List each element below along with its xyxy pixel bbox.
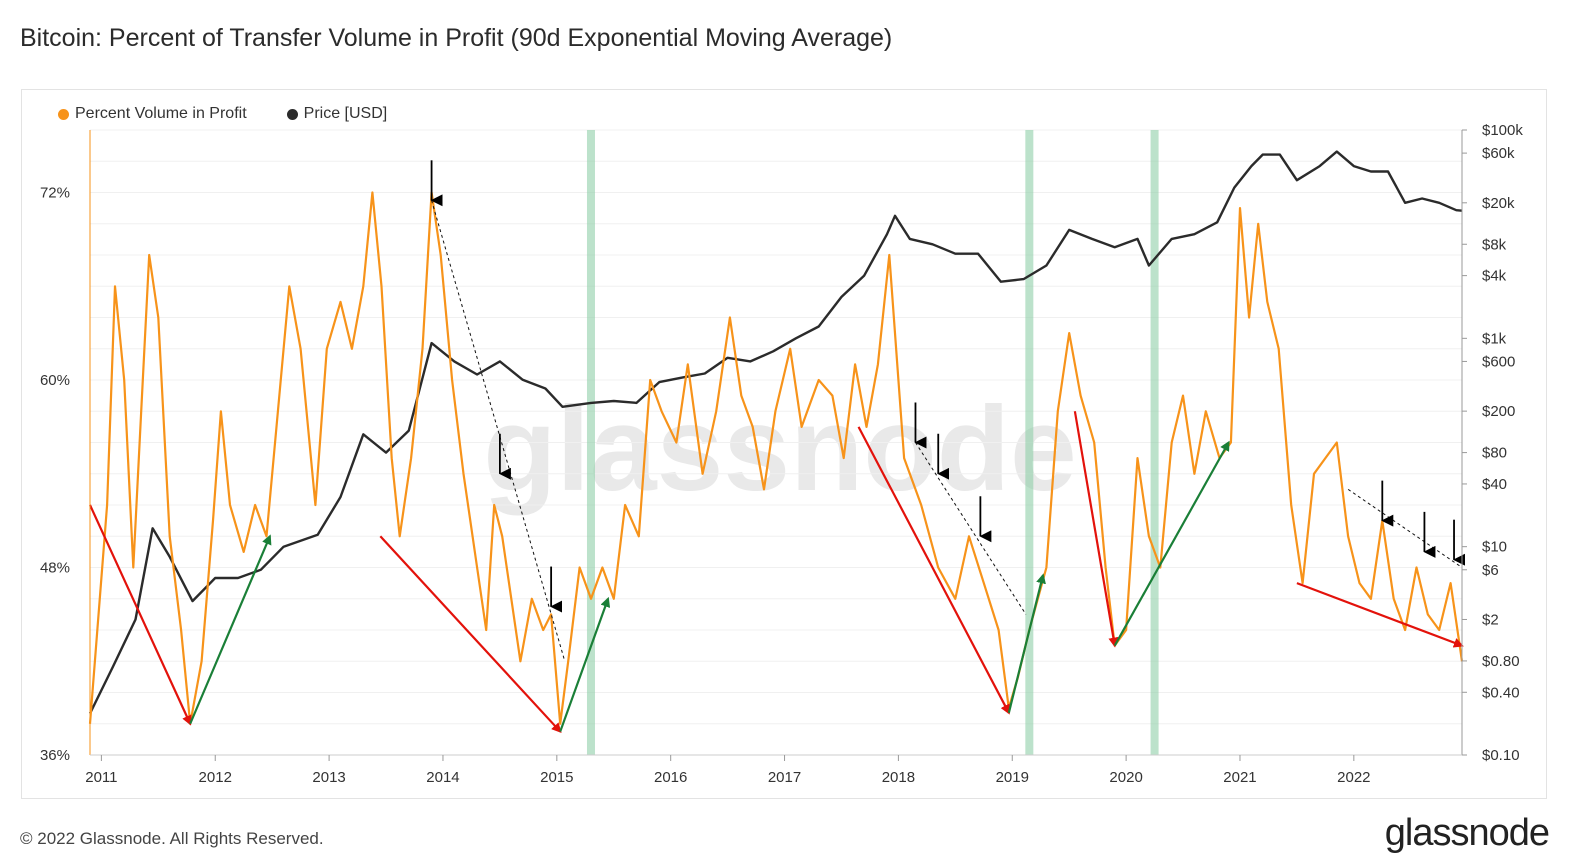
dashed-trendline	[1347, 488, 1463, 568]
x-tick-label: 2013	[312, 769, 345, 786]
red-arrow	[1073, 411, 1119, 648]
watermark: glassnode	[483, 382, 1077, 516]
copyright: © 2022 Glassnode. All Rights Reserved.	[20, 829, 324, 848]
x-tick-label: 2020	[1109, 769, 1142, 786]
left-tick-label: 60%	[40, 372, 70, 389]
right-tick-label: $600	[1482, 353, 1515, 370]
highlight-band	[586, 130, 595, 755]
x-tick-label: 2021	[1223, 769, 1256, 786]
left-tick-label: 72%	[40, 185, 70, 202]
right-tick-label: $20k	[1482, 195, 1515, 212]
green-arrow	[1113, 440, 1230, 647]
red-arrow	[88, 504, 192, 726]
right-tick-label: $10	[1482, 539, 1507, 556]
green-arrow	[189, 534, 272, 725]
right-tick-label: $6	[1482, 562, 1499, 579]
x-tick-label: 2018	[882, 769, 915, 786]
right-tick-label: $80	[1482, 445, 1507, 462]
highlight-band	[1150, 130, 1159, 755]
right-tick-label: $0.40	[1482, 684, 1520, 701]
annotations	[88, 160, 1466, 734]
profit-line	[88, 191, 1464, 725]
red-arrow	[857, 426, 1010, 715]
highlight-band	[1025, 130, 1034, 755]
grid	[90, 129, 1462, 725]
right-tick-label: $8k	[1482, 236, 1507, 253]
x-tick-label: 2015	[540, 769, 573, 786]
x-tick-label: 2019	[996, 769, 1029, 786]
right-tick-label: $1k	[1482, 330, 1507, 347]
price-line	[88, 150, 1463, 715]
right-tick-label: $2	[1482, 611, 1499, 628]
legend-label-price: Price [USD]	[303, 105, 388, 122]
x-tick-label: 2012	[199, 769, 232, 786]
price-dot-icon	[286, 108, 298, 120]
green-arrow	[1007, 573, 1046, 714]
red-arrow	[379, 535, 562, 734]
profit-dot-icon	[58, 108, 69, 120]
red-arrow	[1296, 582, 1464, 648]
left-tick-label: 48%	[40, 560, 70, 577]
right-tick-label: $0.10	[1482, 747, 1520, 764]
highlight-bands	[586, 130, 1159, 755]
green-arrow	[559, 596, 611, 732]
chart-frame	[21, 89, 1547, 799]
right-tick-label: $100k	[1482, 122, 1523, 139]
right-tick-label: $0.80	[1482, 653, 1520, 670]
chart-title: Bitcoin: Percent of Transfer Volume in P…	[20, 24, 893, 52]
right-tick-label: $200	[1482, 403, 1515, 420]
right-tick-label: $40	[1482, 476, 1507, 493]
right-tick-label: $4k	[1482, 268, 1507, 285]
legend: Percent Volume in Profit Price [USD]	[58, 105, 387, 123]
brand-logo[interactable]: glassnode	[1384, 812, 1550, 854]
left-tick-label: 36%	[40, 747, 70, 764]
x-tick-label: 2014	[426, 769, 459, 786]
legend-item-profit[interactable]: Percent Volume in Profit	[58, 105, 247, 123]
legend-item-price[interactable]: Price [USD]	[286, 105, 388, 123]
x-tick-label: 2017	[768, 769, 801, 786]
x-tick-label: 2016	[654, 769, 687, 786]
axes: 2011 2012 2013 2014 2015 2016 2017 2018 2019 2020…	[40, 122, 1523, 786]
right-tick-label: $60k	[1482, 145, 1515, 162]
series-layer	[88, 150, 1464, 725]
dashed-trendline	[431, 200, 566, 662]
dashed-trendline	[915, 442, 1027, 615]
x-tick-label: 2022	[1337, 769, 1370, 786]
x-tick-label: 2011	[85, 769, 117, 786]
legend-label-profit: Percent Volume in Profit	[75, 105, 247, 122]
